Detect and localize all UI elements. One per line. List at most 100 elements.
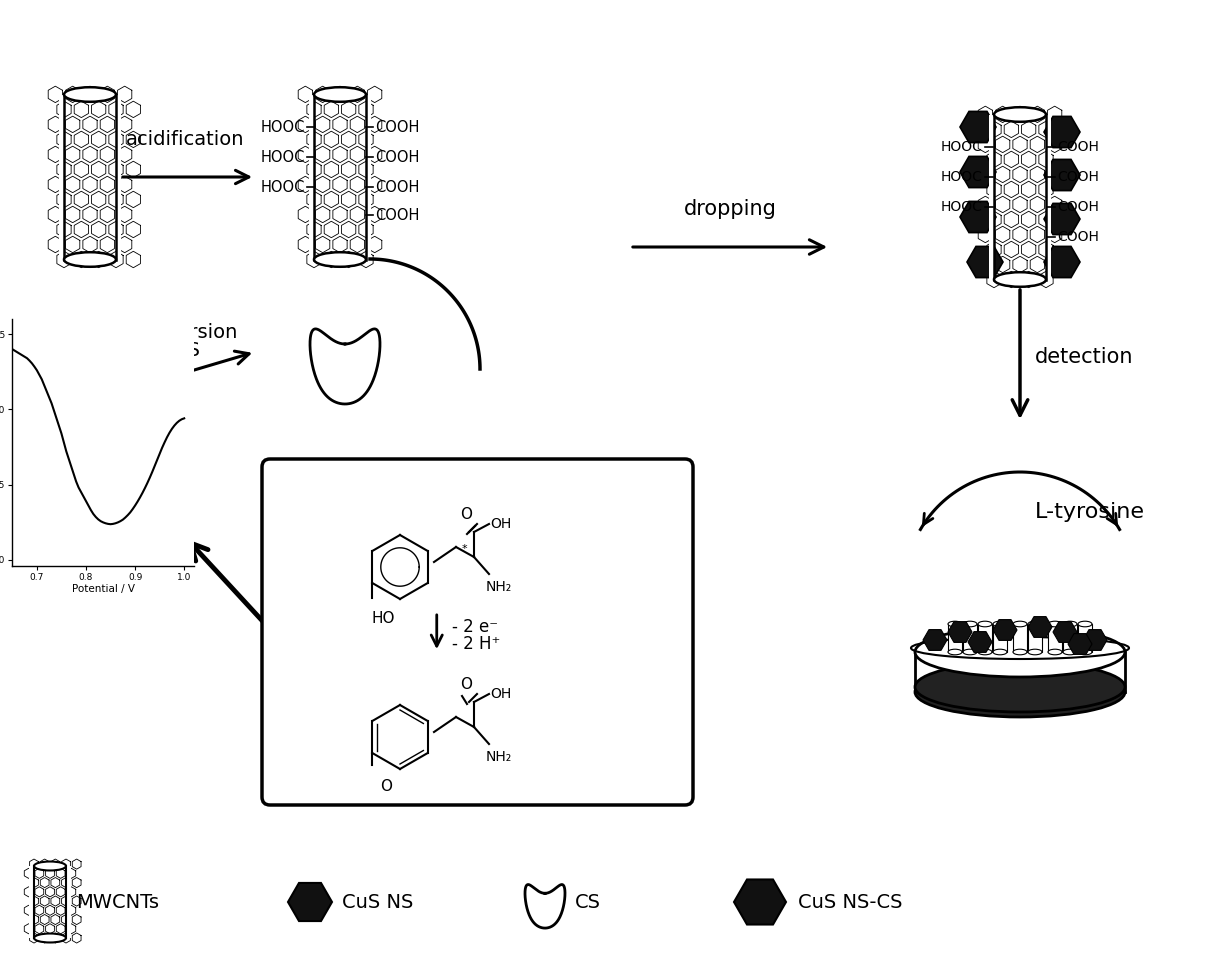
Text: COOH: COOH [1057,200,1099,214]
Polygon shape [734,879,786,924]
Polygon shape [289,883,332,921]
Ellipse shape [1078,621,1092,627]
Text: acidification: acidification [125,130,244,149]
Text: O: O [460,507,472,522]
Text: HO: HO [372,611,395,626]
Bar [993,114,1046,279]
Text: COOH: COOH [375,120,420,134]
Ellipse shape [64,252,115,267]
Text: dispersion: dispersion [138,323,238,342]
Polygon shape [86,370,118,397]
Ellipse shape [1063,649,1077,655]
Polygon shape [1044,247,1079,278]
Ellipse shape [915,667,1125,717]
Polygon shape [59,373,91,401]
Bar [1046,114,1051,279]
Text: OH: OH [490,687,511,701]
Ellipse shape [1028,621,1043,627]
Polygon shape [1044,160,1079,190]
Bar [29,866,34,938]
Bar [314,95,366,259]
Polygon shape [54,353,86,381]
Text: COOH: COOH [1057,230,1099,244]
Ellipse shape [34,862,66,870]
Ellipse shape [993,107,1046,122]
Bar [59,95,64,259]
Polygon shape [1083,630,1106,651]
Text: detection: detection [1035,347,1133,367]
Text: HOOC: HOOC [941,140,982,154]
Text: O: O [460,677,472,692]
Ellipse shape [915,627,1125,677]
Text: CS: CS [575,893,600,912]
Bar [1078,624,1092,652]
Polygon shape [948,622,973,642]
Bar [314,95,366,259]
Text: COOH: COOH [375,208,420,222]
Text: - 2 e⁻: - 2 e⁻ [452,618,497,636]
Bar [948,624,962,652]
Text: HOOC: HOOC [941,200,982,214]
Text: COOH: COOH [1057,170,1099,184]
Ellipse shape [993,649,1007,655]
Text: *: * [462,544,467,554]
Polygon shape [72,396,104,424]
Polygon shape [960,111,996,142]
Ellipse shape [948,621,962,627]
Text: OH: OH [490,517,511,531]
Bar [66,866,71,938]
Bar [1063,624,1077,652]
Ellipse shape [1013,621,1027,627]
Polygon shape [1052,622,1077,642]
Ellipse shape [1047,649,1062,655]
Ellipse shape [34,933,66,943]
Text: NH₂: NH₂ [486,580,512,594]
FancyBboxPatch shape [262,459,693,805]
Text: dropping: dropping [684,199,776,219]
Ellipse shape [314,252,366,267]
Ellipse shape [1047,621,1062,627]
Polygon shape [966,247,1003,278]
Ellipse shape [963,649,977,655]
Text: NH₂: NH₂ [486,750,512,764]
Text: CuS NS: CuS NS [343,893,414,912]
Text: MWCNTs: MWCNTs [76,893,158,912]
X-axis label: Potential / V: Potential / V [71,584,135,595]
Polygon shape [42,378,74,406]
Text: HOOC: HOOC [260,120,305,134]
Ellipse shape [963,621,977,627]
Text: HOOC: HOOC [941,170,982,184]
Ellipse shape [1013,649,1027,655]
Ellipse shape [64,87,115,102]
Text: COOH: COOH [375,150,420,164]
Bar [989,114,993,279]
Ellipse shape [977,621,992,627]
Text: HOOC: HOOC [260,180,305,194]
Text: CuS NS-CS: CuS NS-CS [798,893,903,912]
Text: HOOC: HOOC [260,150,305,164]
Ellipse shape [915,662,1125,712]
Polygon shape [1028,617,1052,637]
Polygon shape [54,394,86,421]
Bar [993,114,1046,279]
Text: - 2 H⁺: - 2 H⁺ [452,635,500,653]
Bar [1047,624,1062,652]
Polygon shape [960,157,996,188]
Polygon shape [76,378,108,406]
Polygon shape [36,360,68,388]
Text: COOH: COOH [375,180,420,194]
Ellipse shape [1028,649,1043,655]
Text: L-tyrosine: L-tyrosine [1035,502,1144,522]
Polygon shape [72,360,104,388]
Polygon shape [36,396,68,424]
Ellipse shape [314,87,366,102]
Polygon shape [923,630,947,651]
Ellipse shape [948,649,962,655]
Polygon shape [993,620,1017,640]
Polygon shape [968,631,992,653]
Bar [34,866,66,938]
Text: O: O [379,779,392,794]
Polygon shape [1068,633,1092,655]
Bar [366,95,371,259]
Ellipse shape [993,273,1046,287]
